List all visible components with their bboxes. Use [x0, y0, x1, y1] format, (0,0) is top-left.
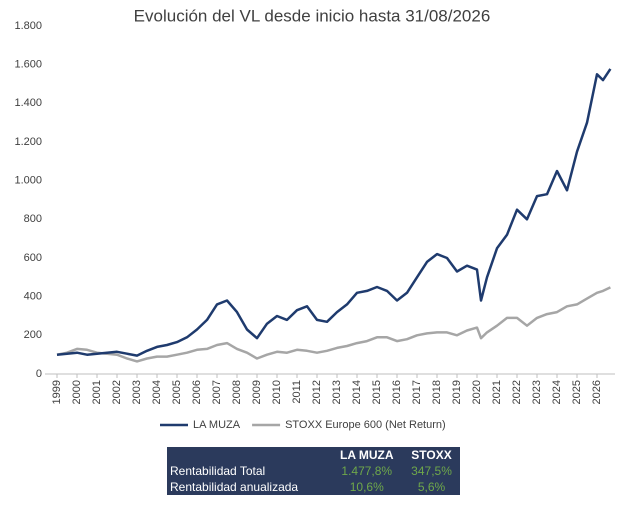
cell: 5,6%	[417, 480, 446, 494]
cell: 1.477,8%	[341, 464, 393, 478]
series-line	[56, 286, 611, 363]
returns-table: LA MUZA STOXX Rentabilidad Total 1.477,8…	[167, 447, 460, 495]
x-tick-label: 2006	[191, 380, 203, 404]
x-tick-label: 2004	[151, 380, 163, 404]
x-tick-label: 2016	[391, 380, 403, 404]
y-tick-label: 1.800	[14, 20, 42, 32]
x-tick-label: 2025	[571, 380, 583, 404]
cell: 347,5%	[411, 464, 452, 478]
x-tick-label: 2023	[531, 380, 543, 404]
y-tick-label: 0	[36, 368, 42, 380]
chart: Evolución del VL desde inicio hasta 31/0…	[14, 6, 615, 431]
x-tick-label: 2024	[551, 380, 563, 404]
x-tick-label: 2010	[271, 380, 283, 404]
x-tick-label: 2005	[171, 380, 183, 404]
x-tick-label: 2019	[451, 380, 463, 404]
x-tick-label: 2011	[291, 380, 303, 404]
y-tick-label: 1.400	[14, 97, 42, 109]
x-tick-label: 2018	[431, 380, 443, 404]
table-row: Rentabilidad Total 1.477,8% 347,5%	[167, 463, 460, 479]
x-tick-label: 2014	[351, 380, 363, 404]
x-tick-label: 2022	[511, 380, 523, 404]
x-tick-label: 2001	[91, 380, 103, 404]
y-tick-label: 400	[24, 291, 42, 303]
chart-title: Evolución del VL desde inicio hasta 31/0…	[134, 6, 491, 25]
legend-label: STOXX Europe 600 (Net Return)	[285, 419, 446, 431]
y-tick-label: 1.600	[14, 59, 42, 71]
x-tick-label: 2008	[231, 380, 243, 404]
y-tick-label: 800	[24, 213, 42, 225]
row-label: Rentabilidad anualizada	[170, 480, 299, 494]
cell: 10,6%	[349, 480, 384, 494]
legend-label: LA MUZA	[193, 419, 241, 431]
x-tick-label: 2007	[211, 380, 223, 404]
x-tick-label: 2009	[251, 380, 263, 404]
x-tick-label: 2020	[471, 380, 483, 404]
y-tick-label: 600	[24, 252, 42, 264]
x-tick-label: 1999	[51, 380, 63, 404]
x-tick-label: 2003	[131, 380, 143, 404]
table-row: Rentabilidad anualizada 10,6% 5,6%	[167, 479, 460, 495]
x-tick-label: 2021	[491, 380, 503, 404]
header-cell: STOXX	[411, 448, 452, 462]
x-tick-label: 2012	[311, 380, 323, 404]
y-tick-label: 1.200	[14, 136, 42, 148]
x-tick-label: 2015	[371, 380, 383, 404]
row-label: Rentabilidad Total	[170, 464, 266, 478]
header-cell: LA MUZA	[339, 448, 394, 462]
x-tick-label: 2017	[411, 380, 423, 404]
x-tick-label: 2002	[111, 380, 123, 404]
y-tick-label: 200	[24, 329, 42, 341]
x-tick-label: 2000	[71, 380, 83, 404]
table-header: LA MUZA STOXX	[167, 447, 460, 463]
y-tick-label: 1.000	[14, 175, 42, 187]
x-tick-label: 2013	[331, 380, 343, 404]
x-tick-label: 2026	[591, 380, 603, 404]
series-line	[56, 68, 612, 357]
